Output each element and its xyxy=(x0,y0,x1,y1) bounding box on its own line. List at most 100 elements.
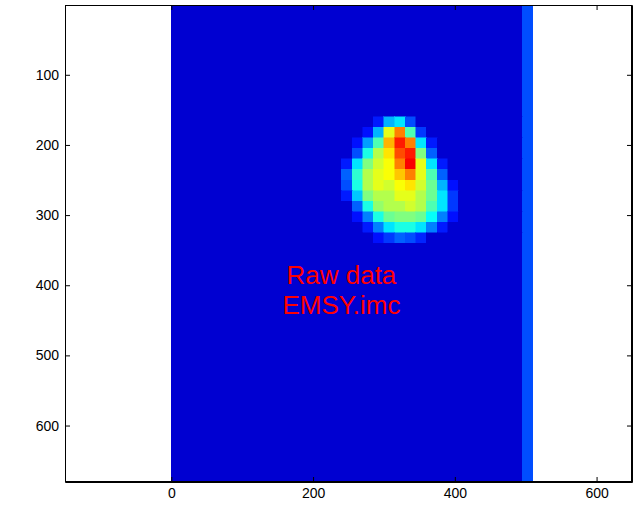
heatmap-cell xyxy=(469,222,522,233)
heatmap-cell xyxy=(341,127,352,138)
heatmap-cell xyxy=(426,191,437,202)
heatmap-cell xyxy=(469,5,522,117)
heatmap-cell xyxy=(363,201,374,212)
heatmap-cell xyxy=(522,243,533,482)
heatmap-cell xyxy=(171,5,341,117)
heatmap-cell xyxy=(171,201,341,212)
heatmap-cell xyxy=(395,127,406,138)
heatmap-cell xyxy=(384,222,395,233)
heatmap-cell xyxy=(458,243,469,482)
heatmap-cell xyxy=(437,138,448,149)
heatmap-cell xyxy=(373,201,384,212)
heatmap-cell xyxy=(522,233,533,244)
heatmap-cell xyxy=(352,138,363,149)
heatmap-cell xyxy=(458,180,469,191)
heatmap-cell xyxy=(416,191,427,202)
heatmap-cell xyxy=(405,5,416,117)
heatmap-cell xyxy=(363,148,374,159)
heatmap-cell xyxy=(352,233,363,244)
heatmap-cell xyxy=(416,169,427,180)
axis-line xyxy=(632,6,633,483)
heatmap-cell xyxy=(352,212,363,223)
heatmap-cell xyxy=(437,5,448,117)
heatmap-cell xyxy=(341,159,352,170)
heatmap-cell xyxy=(363,212,374,223)
heatmap-cell xyxy=(448,243,459,482)
heatmap-cell xyxy=(373,117,384,128)
heatmap-cell xyxy=(171,148,341,159)
heatmap-cell xyxy=(373,138,384,149)
heatmap-cell xyxy=(395,148,406,159)
heatmap-cell xyxy=(448,117,459,128)
heatmap-cell xyxy=(373,159,384,170)
heatmap-cell xyxy=(363,191,374,202)
heatmap-cell xyxy=(458,212,469,223)
heatmap-cell xyxy=(437,222,448,233)
heatmap-cell xyxy=(363,233,374,244)
heatmap-cell xyxy=(458,117,469,128)
heatmap-cell xyxy=(416,233,427,244)
tick: 100 xyxy=(36,67,70,83)
tick-label: 500 xyxy=(36,347,60,363)
heatmap-cell xyxy=(405,117,416,128)
heatmap-cell xyxy=(448,233,459,244)
y-axis: 100200300400500600 xyxy=(36,6,70,483)
heatmap-cell xyxy=(469,117,522,128)
heatmap-cell xyxy=(522,159,533,170)
tick-label: 400 xyxy=(36,277,60,293)
heatmap-cell xyxy=(437,201,448,212)
tick-label: 600 xyxy=(36,418,60,434)
heatmap-cell xyxy=(384,191,395,202)
heatmap-cell xyxy=(522,191,533,202)
heatmap-cell xyxy=(171,222,341,233)
heatmap-cell xyxy=(395,212,406,223)
heatmap-cell xyxy=(384,180,395,191)
heatmap-cell xyxy=(395,169,406,180)
heatmap-cell xyxy=(469,127,522,138)
heatmap-cell xyxy=(522,169,533,180)
heatmap-cell xyxy=(363,5,374,117)
heatmap-cell xyxy=(437,148,448,159)
heatmap-cell xyxy=(437,127,448,138)
heatmap-cell xyxy=(458,201,469,212)
heatmap-cell xyxy=(522,180,533,191)
heatmap-cell xyxy=(363,180,374,191)
heatmap-cell xyxy=(448,191,459,202)
heatmap-cell xyxy=(522,138,533,149)
heatmap-cell xyxy=(458,159,469,170)
heatmap-cell xyxy=(395,222,406,233)
tick: 200 xyxy=(302,477,326,501)
heatmap-cell xyxy=(405,201,416,212)
heatmap-cell xyxy=(384,201,395,212)
heatmap-cell xyxy=(426,5,437,117)
heatmap-cell xyxy=(426,117,437,128)
heatmap-cell xyxy=(384,138,395,149)
annotation: Raw dataEMSY.imc xyxy=(282,260,400,320)
heatmap-cell xyxy=(405,180,416,191)
tick-label: 300 xyxy=(36,207,60,223)
heatmap-cell xyxy=(341,201,352,212)
tick: 500 xyxy=(36,347,70,363)
heatmap-cell xyxy=(458,222,469,233)
heatmap-cell xyxy=(426,159,437,170)
heatmap-cell xyxy=(352,222,363,233)
heatmap-cell xyxy=(458,233,469,244)
heatmap-cell xyxy=(416,180,427,191)
heatmap-cell xyxy=(448,180,459,191)
heatmap-cell xyxy=(405,127,416,138)
heatmap-cell xyxy=(341,138,352,149)
heatmap-cell xyxy=(373,222,384,233)
heatmap-cell xyxy=(384,169,395,180)
heatmap-cell xyxy=(405,169,416,180)
heatmap-cell xyxy=(437,191,448,202)
heatmap-cell xyxy=(352,191,363,202)
heatmap-cell xyxy=(384,127,395,138)
heatmap-cell xyxy=(405,159,416,170)
heatmap-cell xyxy=(352,180,363,191)
heatmap-cell xyxy=(426,233,437,244)
tick: 400 xyxy=(36,277,70,293)
heatmap-cell xyxy=(171,159,341,170)
heatmap-cell xyxy=(171,169,341,180)
heatmap-cell xyxy=(416,138,427,149)
heatmap-cell xyxy=(384,5,395,117)
